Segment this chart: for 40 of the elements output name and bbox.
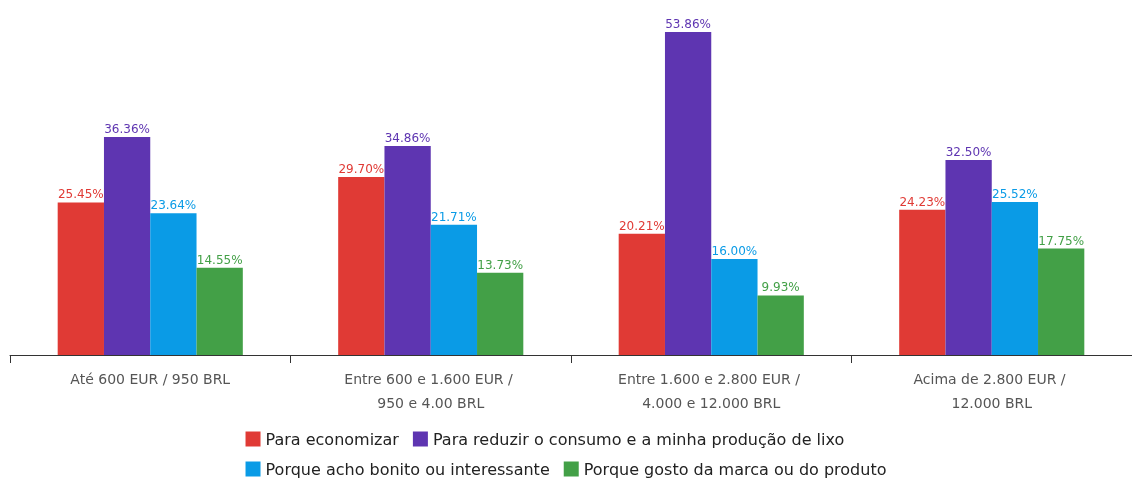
x-tick-label: Entre 1.600 e 2.800 EUR / 4.000 e 12.000 BRL <box>618 371 805 411</box>
bar <box>711 259 758 355</box>
data-label: 23.64% <box>150 198 197 213</box>
bar <box>430 224 478 355</box>
data-label: 53.86% <box>665 17 711 31</box>
data-label: 9.93% <box>761 280 800 295</box>
data-label: 20.21% <box>618 218 665 233</box>
bar <box>899 209 946 355</box>
x-tick-label: Até 600 EUR / 950 BRL <box>70 371 231 387</box>
bar <box>338 176 385 355</box>
data-label: 13.73% <box>477 257 524 272</box>
bar <box>150 213 197 355</box>
data-label: 32.50% <box>945 145 992 160</box>
bar <box>477 272 524 355</box>
data-label: 21.71% <box>431 209 477 224</box>
data-label: 36.36% <box>104 121 150 136</box>
bar <box>1038 248 1085 355</box>
data-label: 16.00% <box>711 244 758 259</box>
bar <box>384 145 431 355</box>
bar <box>757 295 804 355</box>
bar <box>57 202 104 355</box>
data-label: 25.45% <box>57 187 104 202</box>
data-label: 25.52% <box>992 186 1038 201</box>
bar <box>196 267 243 355</box>
bar <box>991 201 1039 355</box>
bar <box>945 160 992 355</box>
legend-label: Para reduzir o consumo e a minha produção de lixo <box>432 429 845 449</box>
data-label: 17.75% <box>1038 233 1085 248</box>
x-tick-label: Acima de 2.800 EUR / 12.000 BRL <box>913 371 1071 411</box>
data-label: 34.86% <box>384 130 431 145</box>
x-tick-label: Entre 600 e 1.600 EUR / 950 e 4.00 BRL <box>344 371 518 411</box>
data-label: 14.55% <box>196 252 243 267</box>
data-label: 29.70% <box>338 161 385 176</box>
data-label: 24.23% <box>899 194 946 209</box>
bar <box>103 136 151 355</box>
legend-label: Porque acho bonito ou interessante <box>265 459 550 479</box>
legend-label: Para economizar <box>265 429 400 449</box>
bar <box>618 233 665 355</box>
legend-label: Porque gosto da marca ou do produto <box>583 459 887 479</box>
bar <box>664 32 712 355</box>
